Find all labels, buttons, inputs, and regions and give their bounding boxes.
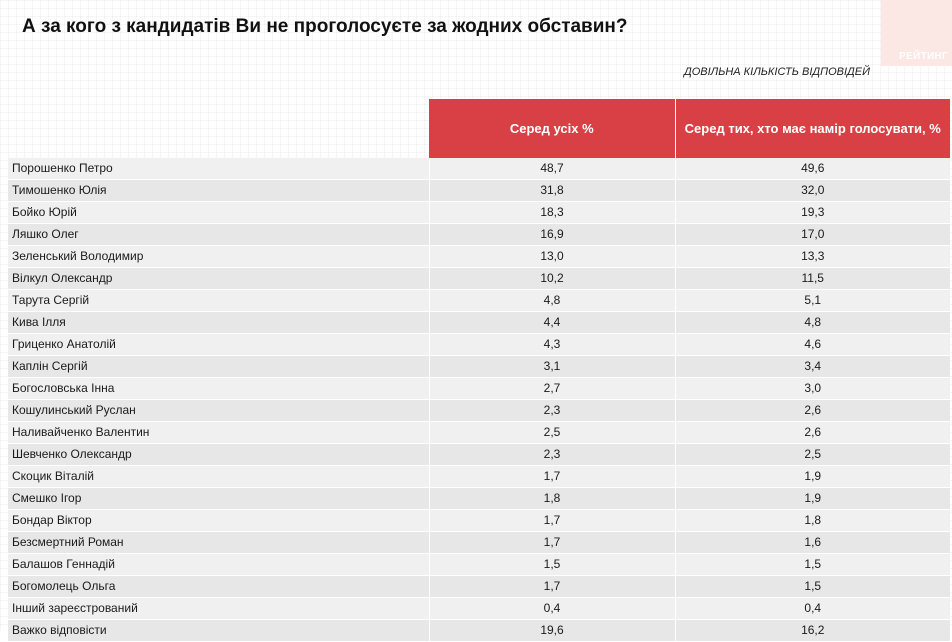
value-voters: 4,8 — [674, 311, 950, 334]
table-row: Тимошенко Юлія 31,8 32,0 — [8, 179, 950, 202]
table-row: Наливайченко Валентин 2,5 2,6 — [8, 421, 950, 444]
table-row: Інший зареєстрований 0,4 0,4 — [8, 597, 950, 620]
value-voters: 17,0 — [674, 223, 950, 246]
table-row: Каплін Сергій 3,1 3,4 — [8, 355, 950, 378]
candidate-name: Вілкул Олександр — [8, 267, 429, 290]
candidate-name: Інший зареєстрований — [8, 597, 429, 620]
table-row: Вілкул Олександр 10,2 11,5 — [8, 267, 950, 290]
table-row: Балашов Геннадій 1,5 1,5 — [8, 553, 950, 576]
table-row: Кива Ілля 4,4 4,8 — [8, 311, 950, 334]
value-voters: 4,6 — [674, 333, 950, 356]
value-voters: 13,3 — [674, 245, 950, 268]
table-row: Порошенко Петро 48,7 49,6 — [8, 158, 950, 180]
table-row: Безсмертний Роман 1,7 1,6 — [8, 531, 950, 554]
value-all: 16,9 — [428, 223, 675, 246]
candidate-name: Смешко Ігор — [8, 487, 429, 510]
table-row: Скоцик Віталій 1,7 1,9 — [8, 465, 950, 488]
table-row: Богомолець Ольга 1,7 1,5 — [8, 575, 950, 598]
candidate-name: Богословська Інна — [8, 377, 429, 400]
value-voters: 19,3 — [674, 201, 950, 224]
candidate-name: Богомолець Ольга — [8, 575, 429, 598]
value-all: 1,8 — [428, 487, 675, 510]
value-all: 2,3 — [428, 443, 675, 466]
value-all: 2,7 — [428, 377, 675, 400]
value-all: 13,0 — [428, 245, 675, 268]
candidate-name: Наливайченко Валентин — [8, 421, 429, 444]
candidate-name: Кошулинський Руслан — [8, 399, 429, 422]
value-all: 31,8 — [428, 179, 675, 202]
value-voters: 2,6 — [674, 421, 950, 444]
candidate-name: Балашов Геннадій — [8, 553, 429, 576]
candidate-name: Шевченко Олександр — [8, 443, 429, 466]
value-voters: 1,9 — [674, 487, 950, 510]
value-all: 2,3 — [428, 399, 675, 422]
multiple-answers-note: ДОВІЛЬНА КІЛЬКІСТЬ ВІДПОВІДЕЙ — [683, 66, 870, 78]
value-voters: 49,6 — [674, 158, 950, 180]
value-all: 3,1 — [428, 355, 675, 378]
table-row: Бойко Юрій 18,3 19,3 — [8, 201, 950, 224]
value-voters: 1,6 — [674, 531, 950, 554]
value-voters: 3,4 — [674, 355, 950, 378]
table-row: Бондар Віктор 1,7 1,8 — [8, 509, 950, 532]
table-row: Зеленський Володимир 13,0 13,3 — [8, 245, 950, 268]
value-voters: 2,5 — [674, 443, 950, 466]
value-voters: 1,5 — [674, 575, 950, 598]
candidate-name: Бойко Юрій — [8, 201, 429, 224]
table-row: Гриценко Анатолій 4,3 4,6 — [8, 333, 950, 356]
value-voters: 1,5 — [674, 553, 950, 576]
table-body: Порошенко Петро 48,7 49,6 Тимошенко Юлія 31,… — [8, 158, 950, 642]
table-row: Шевченко Олександр 2,3 2,5 — [8, 443, 950, 466]
value-voters: 2,6 — [674, 399, 950, 422]
value-voters: 1,8 — [674, 509, 950, 532]
value-all: 4,8 — [428, 289, 675, 312]
value-voters: 0,4 — [674, 597, 950, 620]
value-all: 18,3 — [428, 201, 675, 224]
table-row: Тарута Сергій 4,8 5,1 — [8, 289, 950, 312]
value-all: 48,7 — [428, 158, 675, 180]
table-row: Ляшко Олег 16,9 17,0 — [8, 223, 950, 246]
candidate-name: Гриценко Анатолій — [8, 333, 429, 356]
candidate-name: Кива Ілля — [8, 311, 429, 334]
column-header-all: Серед усіх % — [429, 99, 676, 158]
value-voters: 5,1 — [674, 289, 950, 312]
header-blank-cell — [8, 99, 429, 158]
value-voters: 32,0 — [674, 179, 950, 202]
value-all: 1,5 — [428, 553, 675, 576]
value-all: 1,7 — [428, 509, 675, 532]
logo-text: РЕЙТИНГ — [899, 51, 948, 62]
candidate-name: Зеленський Володимир — [8, 245, 429, 268]
candidate-name: Каплін Сергій — [8, 355, 429, 378]
table-header-row: Серед усіх % Серед тих, хто має намір го… — [8, 99, 950, 158]
value-all: 1,7 — [428, 575, 675, 598]
value-all: 10,2 — [428, 267, 675, 290]
page-title: А за кого з кандидатів Ви не проголосуєт… — [22, 16, 628, 37]
table-row: Богословська Інна 2,7 3,0 — [8, 377, 950, 400]
candidate-name: Тимошенко Юлія — [8, 179, 429, 202]
candidate-name: Ляшко Олег — [8, 223, 429, 246]
rating-logo: РЕЙТИНГ — [881, 0, 952, 66]
value-voters: 11,5 — [674, 267, 950, 290]
candidate-name: Безсмертний Роман — [8, 531, 429, 554]
value-all: 1,7 — [428, 531, 675, 554]
value-all: 0,4 — [428, 597, 675, 620]
candidate-name: Скоцик Віталій — [8, 465, 429, 488]
column-header-voters: Серед тих, хто має намір голосувати, % — [675, 99, 950, 158]
value-all: 4,4 — [428, 311, 675, 334]
candidate-name: Порошенко Петро — [8, 158, 429, 180]
candidate-name: Тарута Сергій — [8, 289, 429, 312]
value-all: 2,5 — [428, 421, 675, 444]
value-voters: 1,9 — [674, 465, 950, 488]
results-table: Серед усіх % Серед тих, хто має намір го… — [8, 99, 950, 642]
candidate-name: Бондар Віктор — [8, 509, 429, 532]
value-all: 4,3 — [428, 333, 675, 356]
value-voters: 3,0 — [674, 377, 950, 400]
table-row: Смешко Ігор 1,8 1,9 — [8, 487, 950, 510]
value-all: 1,7 — [428, 465, 675, 488]
table-row: Кошулинський Руслан 2,3 2,6 — [8, 399, 950, 422]
